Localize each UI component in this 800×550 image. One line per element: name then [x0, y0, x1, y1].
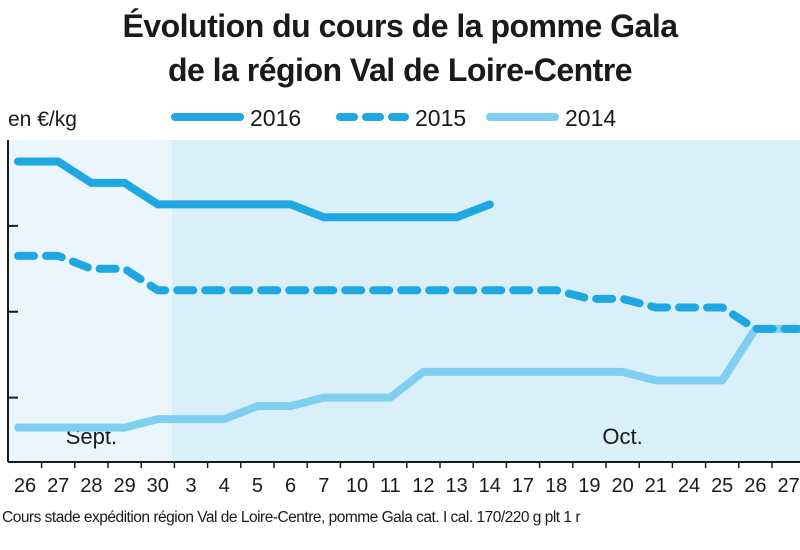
x-tick-label-21: 25 [711, 475, 733, 497]
x-tick-label-9: 7 [318, 475, 329, 497]
x-tick-label-18: 20 [611, 475, 633, 497]
chart-title: Évolution du cours de la pomme Gala de l… [0, 4, 800, 92]
legend-label-2016: 2016 [250, 105, 301, 131]
x-tick-label-19: 21 [645, 475, 667, 497]
x-tick-label-13: 13 [445, 475, 467, 497]
x-tick-label-15: 17 [512, 475, 534, 497]
x-tick-label-12: 12 [412, 475, 434, 497]
legend-label-2015: 2015 [415, 105, 466, 131]
x-tick-label-22: 26 [744, 475, 766, 497]
x-tick-label-20: 24 [678, 475, 700, 497]
chart-title-line-2: de la région Val de Loire-Centre [167, 52, 633, 88]
unit-label: en €/kg [8, 108, 77, 131]
x-tick-label-3: 29 [113, 475, 135, 497]
x-tick-label-4: 30 [147, 475, 169, 497]
month-label-1: Oct. [602, 424, 642, 449]
plot-background-october [172, 140, 800, 462]
series-line-2014 [14, 324, 800, 432]
x-tick-label-0: 26 [14, 475, 36, 497]
x-tick-label-17: 19 [578, 475, 600, 497]
x-tick-label-6: 4 [219, 475, 230, 497]
x-tick-label-5: 3 [185, 475, 196, 497]
legend-label-2014: 2014 [565, 105, 616, 131]
series-line-2016 [14, 157, 494, 222]
x-tick-label-2: 28 [80, 475, 102, 497]
series-line-2015 [14, 251, 800, 333]
x-tick-label-8: 6 [285, 475, 296, 497]
source-note: Cours stade expédition région Val de Loi… [2, 509, 581, 526]
x-tick-label-1: 27 [47, 475, 69, 497]
plot-background-september [8, 140, 172, 462]
chart-area: 26 27 28 29 30 3 4 5 6 7 10 11 12 13 14 17 18 19 20 21 24 25 2… [7, 105, 800, 497]
x-tick-label-11: 11 [380, 475, 401, 497]
x-tick-label-14: 14 [479, 475, 501, 497]
chart-title-line-1: Évolution du cours de la pomme Gala [122, 8, 678, 44]
x-tick-label-23: 27 [777, 475, 799, 497]
x-tick-label-10: 10 [346, 475, 368, 497]
x-tick-label-16: 18 [545, 475, 567, 497]
x-tick-label-7: 5 [252, 475, 263, 497]
